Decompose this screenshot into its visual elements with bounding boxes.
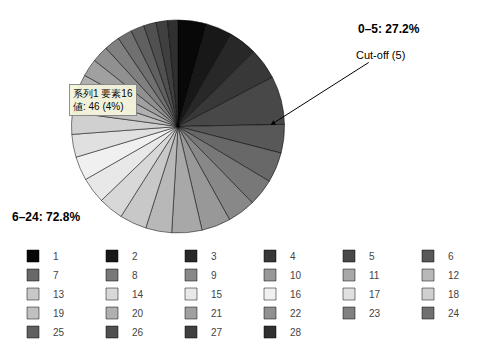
svg-text:1: 1 (53, 251, 59, 262)
svg-text:28: 28 (290, 327, 302, 338)
svg-text:17: 17 (369, 289, 381, 300)
svg-text:15: 15 (211, 289, 223, 300)
svg-text:25: 25 (53, 327, 65, 338)
svg-text:3: 3 (211, 251, 217, 262)
svg-text:8: 8 (132, 270, 138, 281)
svg-text:7: 7 (53, 270, 59, 281)
svg-text:系列1 要素16値: 46 (4%): 系列1 要素16値: 46 (4%) (73, 88, 133, 112)
svg-text:26: 26 (132, 327, 144, 338)
svg-text:24: 24 (448, 308, 460, 319)
svg-text:13: 13 (53, 289, 65, 300)
svg-text:9: 9 (211, 270, 217, 281)
svg-text:18: 18 (448, 289, 460, 300)
svg-text:0–5: 27.2%: 0–5: 27.2% (358, 22, 420, 36)
svg-text:23: 23 (369, 308, 381, 319)
svg-text:12: 12 (448, 270, 460, 281)
svg-text:2: 2 (132, 251, 138, 262)
svg-text:11: 11 (369, 270, 380, 281)
svg-text:27: 27 (211, 327, 223, 338)
svg-text:20: 20 (132, 308, 144, 319)
svg-text:5: 5 (369, 251, 375, 262)
svg-text:6–24: 72.8%: 6–24: 72.8% (12, 210, 80, 224)
svg-text:19: 19 (53, 308, 65, 319)
svg-text:4: 4 (290, 251, 296, 262)
svg-text:14: 14 (132, 289, 144, 300)
svg-text:22: 22 (290, 308, 302, 319)
svg-text:6: 6 (448, 251, 454, 262)
svg-text:10: 10 (290, 270, 302, 281)
svg-text:16: 16 (290, 289, 302, 300)
svg-text:21: 21 (211, 308, 223, 319)
svg-text:Cut-off (5): Cut-off (5) (356, 49, 405, 61)
